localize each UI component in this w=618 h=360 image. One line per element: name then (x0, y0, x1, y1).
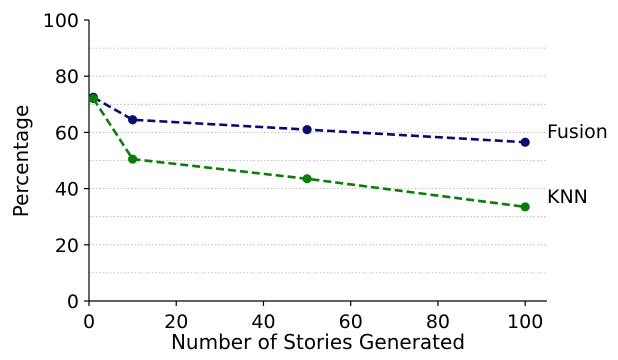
series-line (92, 96, 526, 144)
x-tick-label: 0 (83, 311, 95, 333)
data-point (88, 94, 98, 104)
y-tick-label: 20 (55, 235, 79, 257)
x-tick-label: 80 (426, 311, 450, 333)
series-line (92, 97, 526, 209)
series-knn: KNN (88, 94, 588, 212)
axes (88, 20, 547, 302)
data-point (520, 202, 530, 212)
ticks: 0 20 40 60 80 100 0 20 40 60 80 100 (43, 10, 544, 333)
y-tick-label: 60 (55, 122, 79, 144)
series-label: KNN (547, 186, 588, 208)
data-point (302, 124, 312, 135)
x-tick-label: 100 (507, 311, 543, 333)
y-axis-title: Percentage (9, 105, 33, 218)
y-tick-label: 40 (55, 179, 79, 201)
data-point (302, 174, 312, 184)
data-point (128, 154, 138, 164)
series-fusion: Fusion (88, 92, 608, 147)
x-tick-label: 60 (339, 311, 363, 333)
x-tick-label: 20 (164, 311, 188, 333)
x-axis-title: Number of Stories Generated (171, 330, 465, 354)
y-tick-label: 80 (55, 66, 79, 88)
y-tick-label: 0 (67, 291, 79, 313)
data-point (128, 115, 138, 125)
data-point (520, 137, 530, 147)
gridlines (89, 47, 547, 274)
y-tick-label: 100 (43, 10, 79, 32)
x-tick-label: 40 (251, 311, 275, 333)
series: Fusion KNN (88, 92, 608, 212)
series-label: Fusion (547, 121, 608, 143)
